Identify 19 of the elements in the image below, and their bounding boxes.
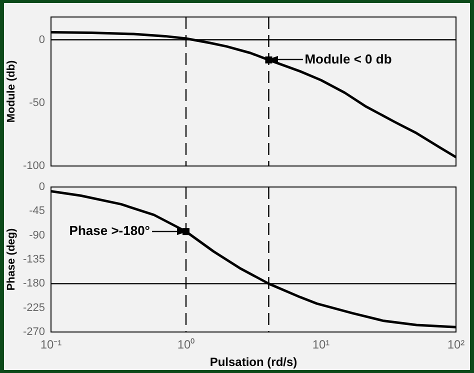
y-tick-label: 0 bbox=[38, 34, 45, 46]
y-tick-label: 0 bbox=[38, 181, 45, 194]
y-axis-title: Module (db) bbox=[6, 60, 18, 123]
x-axis-title: Pulsation (rd/s) bbox=[210, 355, 298, 370]
x-tick-label: 10¹ bbox=[312, 338, 330, 352]
x-tick-label: 10⁰ bbox=[177, 338, 195, 352]
y-tick-label: -180 bbox=[22, 278, 45, 290]
y-tick-label: -45 bbox=[29, 205, 45, 218]
x-tick-label: 10² bbox=[447, 338, 465, 352]
y-axis-title: Phase (deg) bbox=[6, 228, 18, 291]
y-tick-label: -270 bbox=[22, 326, 45, 338]
y-tick-label: -90 bbox=[29, 229, 45, 242]
y-tick-label: -225 bbox=[22, 302, 45, 314]
annotation: Phase >-180° bbox=[69, 223, 150, 238]
annotation: Module < 0 db bbox=[304, 52, 392, 67]
y-tick-label: -135 bbox=[22, 254, 45, 266]
y-tick-label: -50 bbox=[29, 96, 45, 109]
y-tick-label: -100 bbox=[22, 160, 45, 172]
x-tick-label: 10⁻¹ bbox=[40, 338, 62, 352]
